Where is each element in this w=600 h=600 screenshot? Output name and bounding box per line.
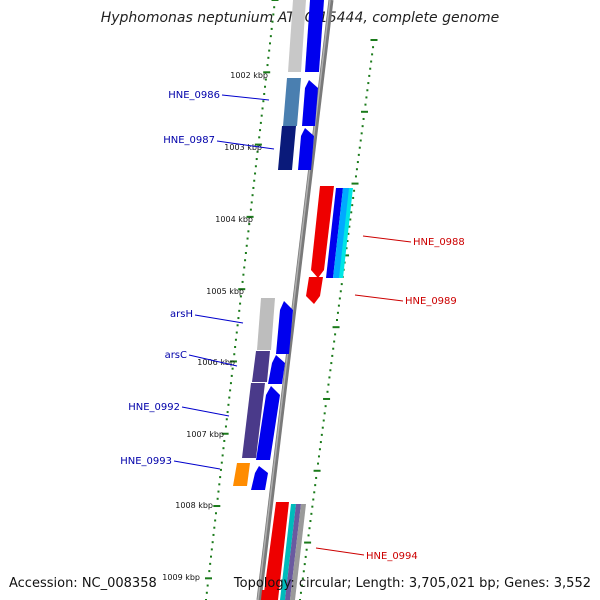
gene-label-arsC[interactable]: arsC (165, 350, 187, 361)
kbp-label: 1004 kbp (215, 215, 253, 224)
forward-strand-features (233, 0, 324, 490)
accession-text: Accession: NC_008358 (9, 576, 157, 591)
leader-line (362, 235, 412, 243)
reverse-gene-labels: HNE_0988 HNE_0989 HNE_0994 (315, 235, 465, 562)
reverse-strand-features (261, 186, 353, 600)
gene-block-HNE_0988-a[interactable] (326, 188, 343, 278)
gene-block-HNE_0986[interactable] (283, 78, 301, 126)
gene-block-HNE_0987[interactable] (278, 126, 296, 170)
gene-block-HNE_0992[interactable] (242, 383, 265, 458)
gene-block-HNE_0994-c[interactable] (290, 504, 306, 600)
gene-label-HNE_0988[interactable]: HNE_0988 (413, 237, 465, 248)
cds-arrow-HNE_0989[interactable] (306, 277, 323, 304)
gene-label-HNE_0992[interactable]: HNE_0992 (128, 402, 180, 413)
kbp-axis: 1002 kbp 1003 kbp 1004 kbp 1005 kbp 1006… (162, 71, 268, 582)
leader-line (221, 94, 270, 101)
leader-line (181, 406, 230, 417)
gene-block-HNE_0988-c[interactable] (339, 188, 353, 278)
leader-line (354, 294, 404, 302)
cds-arrow-HNE_0988[interactable] (311, 186, 334, 278)
genome-backbone (256, 0, 334, 600)
kbp-label: 1008 kbp (175, 501, 213, 510)
cds-arrow-HNE_0987[interactable] (298, 128, 314, 170)
cds-top-partial-forward[interactable] (288, 0, 306, 72)
leader-line (173, 460, 221, 470)
gene-block-HNE_0994-b[interactable] (285, 504, 301, 600)
cds-arrow-HNE_0992[interactable] (256, 386, 280, 460)
leader-line (216, 140, 275, 150)
gene-block-arsH[interactable] (257, 298, 275, 350)
gene-label-HNE_0993[interactable]: HNE_0993 (120, 456, 172, 467)
kbp-label: 1009 kbp (162, 573, 200, 582)
backbone-highlight (257, 0, 331, 600)
cds-arrow-HNE_0993[interactable] (251, 466, 268, 490)
kbp-label: 1002 kbp (230, 71, 268, 80)
leader-line (315, 547, 365, 556)
gene-block-arsC[interactable] (252, 351, 270, 382)
gene-label-HNE_0994[interactable]: HNE_0994 (366, 551, 418, 562)
cds-top-partial-arrow[interactable] (305, 0, 324, 72)
forward-gene-labels: HNE_0986 HNE_0987 arsH arsC HNE_0992 HNE… (120, 90, 275, 470)
kbp-label: 1007 kbp (186, 430, 224, 439)
gene-label-arsH[interactable]: arsH (170, 309, 193, 320)
cds-arrow-HNE_0986[interactable] (302, 80, 318, 126)
gene-label-HNE_0989[interactable]: HNE_0989 (405, 296, 457, 307)
kbp-label: 1003 kbp (224, 143, 262, 152)
gene-label-HNE_0987[interactable]: HNE_0987 (163, 135, 215, 146)
cds-arrow-arsH[interactable] (276, 301, 293, 354)
gene-label-HNE_0986[interactable]: HNE_0986 (168, 90, 220, 101)
leader-line (194, 314, 244, 324)
genome-summary-text: Topology: circular; Length: 3,705,021 bp… (233, 576, 591, 591)
gene-block-HNE_0988-b[interactable] (333, 188, 350, 278)
gene-block-bottom[interactable] (261, 590, 272, 600)
cds-arrow-arsC[interactable] (268, 355, 285, 384)
tick-marks (204, 0, 378, 600)
kbp-label: 1006 kbp (197, 358, 235, 367)
cds-arrow-HNE_0994[interactable] (263, 502, 289, 600)
gene-block-HNE_0994-a[interactable] (280, 504, 296, 600)
leader-line (188, 354, 238, 367)
gene-block-HNE_0993[interactable] (233, 463, 250, 486)
kbp-label: 1005 kbp (206, 287, 244, 296)
